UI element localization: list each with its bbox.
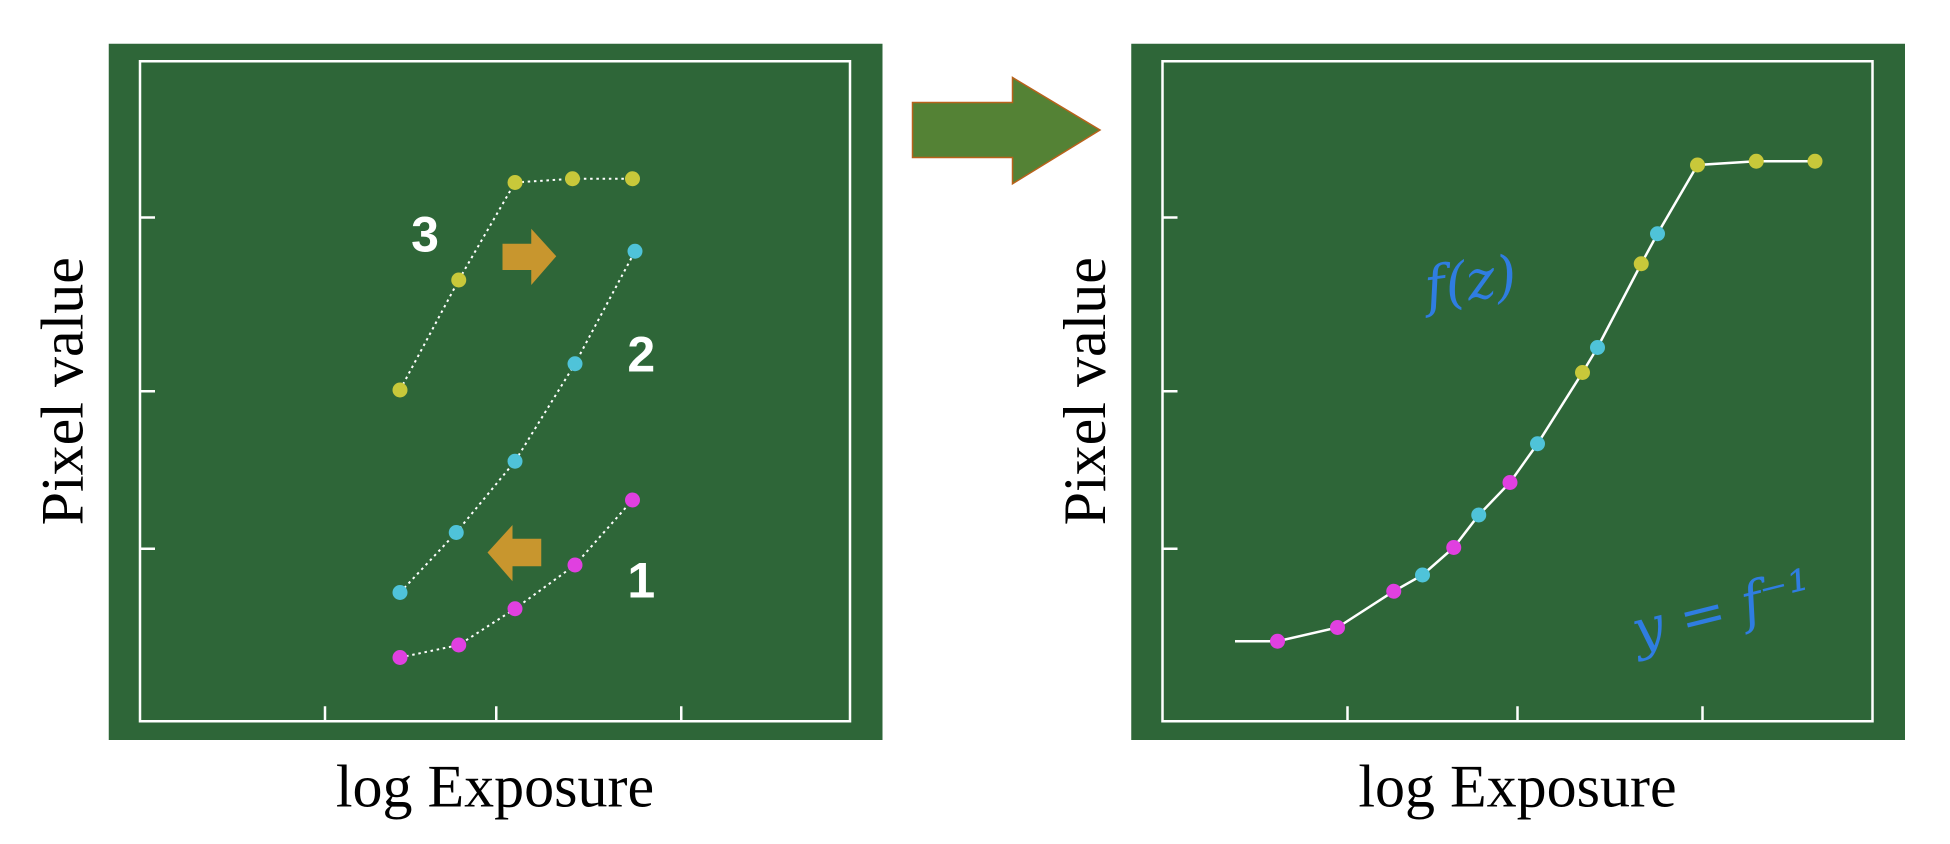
curve-3-line xyxy=(399,177,633,391)
x-axis-title: log Exposure xyxy=(336,753,654,819)
shift-right-arrow xyxy=(502,228,557,285)
curve-label: 3 xyxy=(411,206,439,262)
handwritten-note: f(z) xyxy=(1416,243,1520,320)
right-panel: f(z) y = f⁻¹ log Exposure Pixel value xyxy=(1052,43,1905,819)
curve-3-points xyxy=(392,171,640,398)
y-axis-title: Pixel value xyxy=(1052,257,1118,525)
shift-left-arrow xyxy=(487,525,542,582)
ticks xyxy=(140,216,683,722)
response-curve xyxy=(1234,159,1815,643)
transition-arrow xyxy=(911,76,1102,186)
left-panel: 3 2 1 log Exposure Pixel value xyxy=(30,43,883,819)
curve-1-points xyxy=(392,492,640,665)
curve-label: 1 xyxy=(627,553,655,609)
panel-background xyxy=(1131,43,1905,740)
curve-label: 2 xyxy=(627,326,655,382)
ticks xyxy=(1162,216,1704,722)
curve-2-points xyxy=(392,243,643,600)
curve-2-line xyxy=(399,250,636,594)
y-axis-title: Pixel value xyxy=(30,257,96,525)
merged-points xyxy=(1270,153,1823,649)
panel-background xyxy=(108,43,883,740)
x-axis-title: log Exposure xyxy=(1358,753,1676,819)
